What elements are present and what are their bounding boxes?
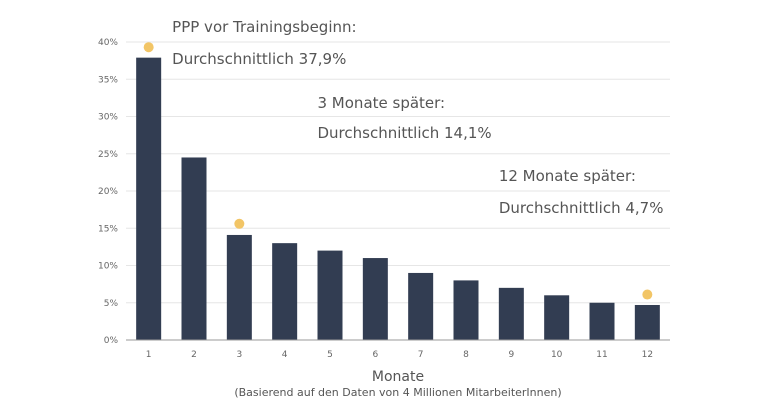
- bar-9: [498, 287, 524, 340]
- annotation-text: PPP vor Trainingsbeginn:: [172, 18, 356, 36]
- y-tick-label: 30%: [98, 113, 118, 123]
- y-tick-label: 10%: [98, 262, 118, 272]
- y-axis-ticks: 0% 5% 10% 15% 20% 25% 30% 35% 40%: [98, 38, 118, 346]
- highlight-marker: [234, 218, 245, 229]
- x-axis-label: Monate: [372, 369, 424, 385]
- x-tick-label: 6: [372, 350, 378, 360]
- annotation-text: Durchschnittlich 14,1%: [318, 124, 492, 142]
- annotation-text: Durchschnittlich 37,9%: [172, 50, 346, 68]
- x-tick-label: 7: [418, 350, 424, 360]
- y-tick-label: 25%: [98, 150, 118, 160]
- x-tick-label: 12: [642, 350, 653, 360]
- annotation-text: 12 Monate später:: [499, 167, 636, 185]
- x-tick-label: 10: [551, 350, 563, 360]
- y-tick-label: 0%: [104, 336, 119, 346]
- x-tick-label: 4: [282, 350, 288, 360]
- highlight-marker: [143, 42, 154, 53]
- highlight-markers: [143, 42, 653, 300]
- y-tick-label: 20%: [98, 187, 118, 197]
- x-axis-ticks: 1 2 3 4 5 6 7 8 9 10 11 12: [146, 350, 653, 360]
- bar-6: [362, 258, 388, 340]
- bar-12: [634, 304, 660, 340]
- x-tick-label: 2: [191, 350, 197, 360]
- x-tick-label: 3: [236, 350, 242, 360]
- bar-7: [408, 272, 434, 340]
- highlight-marker: [642, 289, 653, 300]
- y-tick-label: 5%: [104, 299, 119, 309]
- annotation-text: 3 Monate später:: [318, 94, 446, 112]
- y-tick-label: 15%: [98, 224, 118, 234]
- x-tick-label: 1: [146, 350, 152, 360]
- bar-11: [589, 302, 615, 340]
- grid-lines: [126, 41, 670, 304]
- x-axis-caption: (Basierend auf den Daten von 4 Millionen…: [234, 386, 561, 399]
- bar-1: [136, 57, 162, 341]
- bar-10: [544, 295, 570, 340]
- annotation-text: Durchschnittlich 4,7%: [499, 199, 664, 217]
- y-tick-label: 40%: [98, 38, 118, 48]
- bar-4: [272, 243, 298, 340]
- x-tick-label: 11: [596, 350, 607, 360]
- bars: [136, 57, 660, 341]
- annotations: PPP vor Trainingsbeginn: Durchschnittlich…: [172, 18, 663, 217]
- y-tick-label: 35%: [98, 75, 118, 85]
- x-tick-label: 5: [327, 350, 333, 360]
- bar-5: [317, 250, 343, 340]
- bar-8: [453, 280, 479, 340]
- x-tick-label: 8: [463, 350, 469, 360]
- x-tick-label: 9: [508, 350, 514, 360]
- bar-3: [226, 234, 252, 340]
- bar-2: [181, 157, 207, 340]
